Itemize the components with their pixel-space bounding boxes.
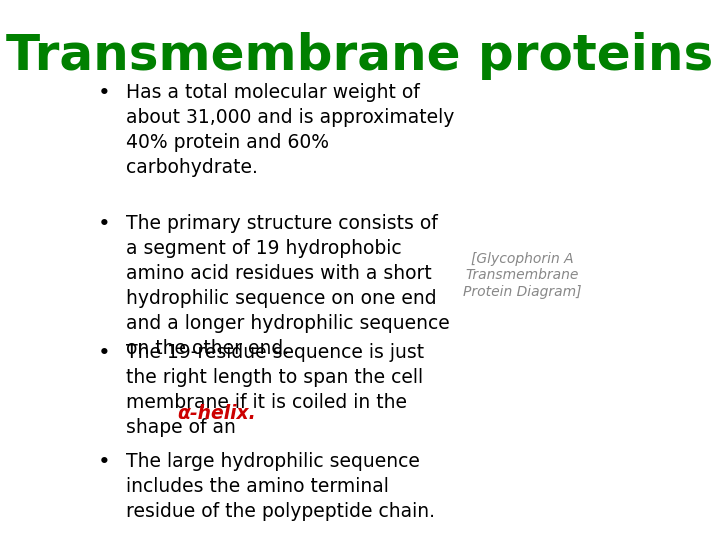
Text: •: • [97,343,110,363]
Text: The primary structure consists of
a segment of 19 hydrophobic
amino acid residue: The primary structure consists of a segm… [126,214,450,358]
Text: [Glycophorin A
Transmembrane
Protein Diagram]: [Glycophorin A Transmembrane Protein Dia… [463,252,581,299]
Text: •: • [97,83,110,103]
Text: α-helix.: α-helix. [177,404,256,423]
Text: Transmembrane proteins: Transmembrane proteins [6,32,714,80]
Text: Has a total molecular weight of
about 31,000 and is approximately
40% protein an: Has a total molecular weight of about 31… [126,83,454,177]
Text: •: • [97,453,110,472]
Text: The large hydrophilic sequence
includes the amino terminal
residue of the polype: The large hydrophilic sequence includes … [126,453,435,522]
Text: The 19-residue sequence is just
the right length to span the cell
membrane if it: The 19-residue sequence is just the righ… [126,343,424,437]
Text: •: • [97,214,110,234]
